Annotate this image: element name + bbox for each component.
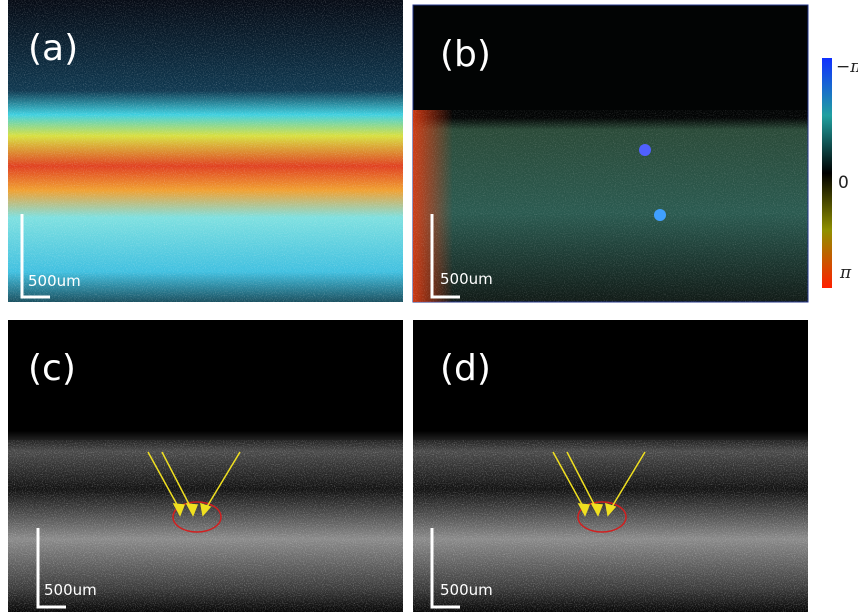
scale-bar [20, 214, 50, 299]
colorbar-gradient [822, 58, 832, 288]
speckle [413, 110, 808, 302]
panel-b: (b) 500um [412, 4, 809, 303]
speckle [8, 0, 403, 302]
panel-label: (a) [28, 28, 78, 69]
speckle [413, 440, 808, 612]
scale-bar [430, 528, 460, 609]
scale-bar-label: 500um [44, 581, 97, 599]
scale-bar-label: 500um [440, 581, 493, 599]
panel-label: (b) [440, 34, 491, 75]
arrows [147, 451, 241, 517]
scale-bar [430, 214, 460, 299]
colorbar-label: π [839, 263, 852, 283]
panel-c: (c) 500um [8, 320, 403, 612]
phase-spot [639, 144, 651, 156]
colorbar-label: −π [836, 57, 858, 77]
phase-spot [654, 209, 666, 221]
scale-bar-label: 500um [440, 270, 493, 288]
speckle [8, 440, 403, 612]
arrows [552, 451, 646, 517]
scale-bar [36, 528, 66, 609]
panel-label: (d) [440, 348, 491, 389]
colorbar-label: 0 [838, 173, 849, 193]
panel-label: (c) [28, 348, 76, 389]
panel-d: (d) 500um [413, 320, 808, 612]
panel-a: (a) 500um [8, 0, 403, 302]
colorbar: −π 0 π [822, 57, 858, 288]
highlight-ellipse [172, 501, 222, 533]
scale-bar-label: 500um [28, 272, 81, 290]
highlight-ellipse [577, 501, 627, 533]
